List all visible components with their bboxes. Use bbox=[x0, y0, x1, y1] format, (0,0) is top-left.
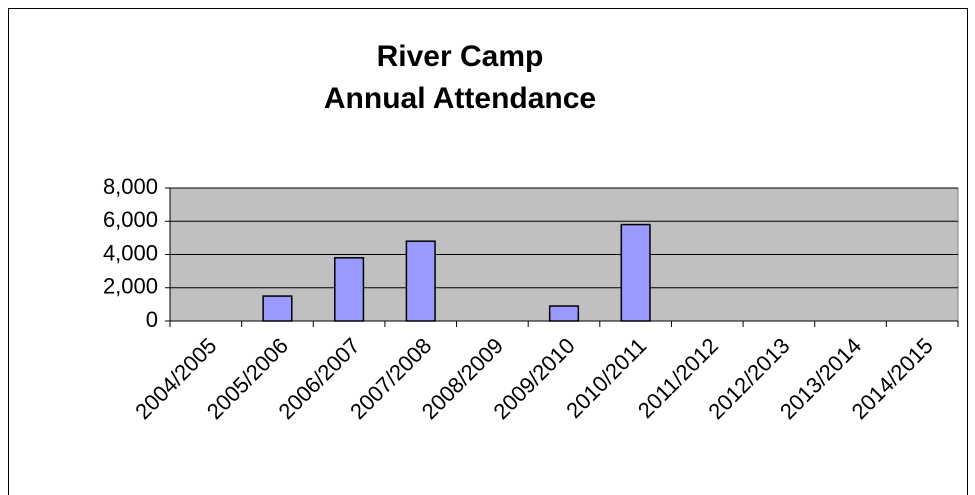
chart-title: Annual Attendance bbox=[324, 82, 596, 115]
bar bbox=[548, 305, 580, 322]
y-tick-label: 2,000 bbox=[103, 274, 158, 299]
y-tick-label: 4,000 bbox=[103, 240, 158, 265]
bar bbox=[262, 295, 293, 322]
bar bbox=[620, 223, 651, 322]
y-tick-label: 6,000 bbox=[103, 207, 158, 232]
y-tick-label: 8,000 bbox=[103, 174, 158, 199]
chart-title: River Camp bbox=[377, 40, 544, 73]
bar bbox=[405, 240, 436, 322]
bar bbox=[334, 257, 365, 322]
y-tick-label: 0 bbox=[146, 307, 158, 332]
